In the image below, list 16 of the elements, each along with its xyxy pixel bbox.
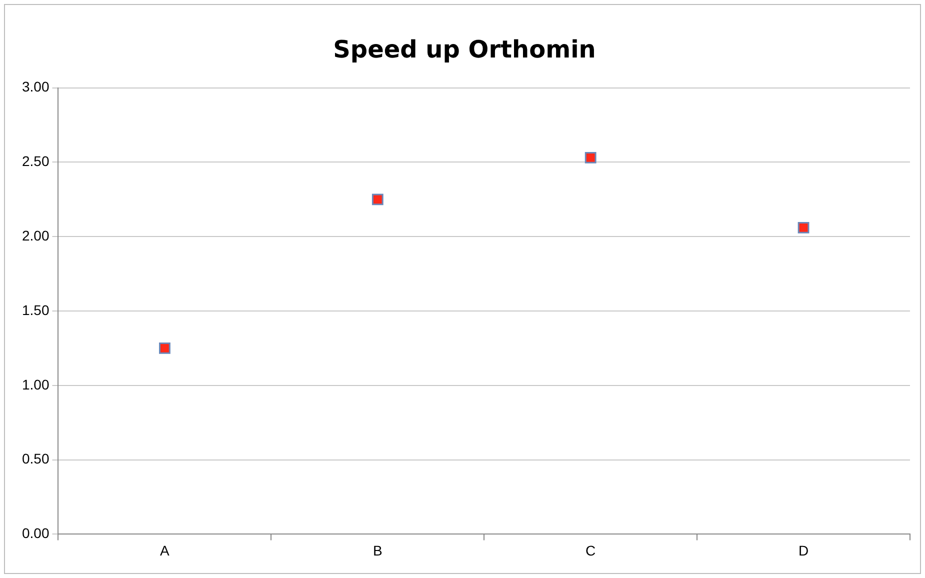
y-tick-label: 1.00	[22, 376, 50, 392]
y-tick-label: 1.50	[22, 302, 50, 318]
y-tick-label: 3.00	[22, 78, 50, 95]
y-tick-label: 0.50	[22, 450, 50, 467]
y-tick-label: 2.00	[22, 227, 50, 244]
point	[798, 222, 810, 234]
y-tick-label: 2.50	[22, 153, 50, 170]
x-tick-label: A	[160, 542, 170, 558]
x-tick-label: B	[372, 542, 382, 558]
chart-title: Speed up Orthomin	[333, 36, 596, 64]
point	[372, 194, 384, 206]
point	[159, 342, 170, 354]
x-tick-label: C	[586, 542, 596, 558]
x-tick-label: D	[798, 542, 809, 558]
point	[584, 152, 596, 164]
y-tick-label: 0.00	[22, 525, 50, 542]
